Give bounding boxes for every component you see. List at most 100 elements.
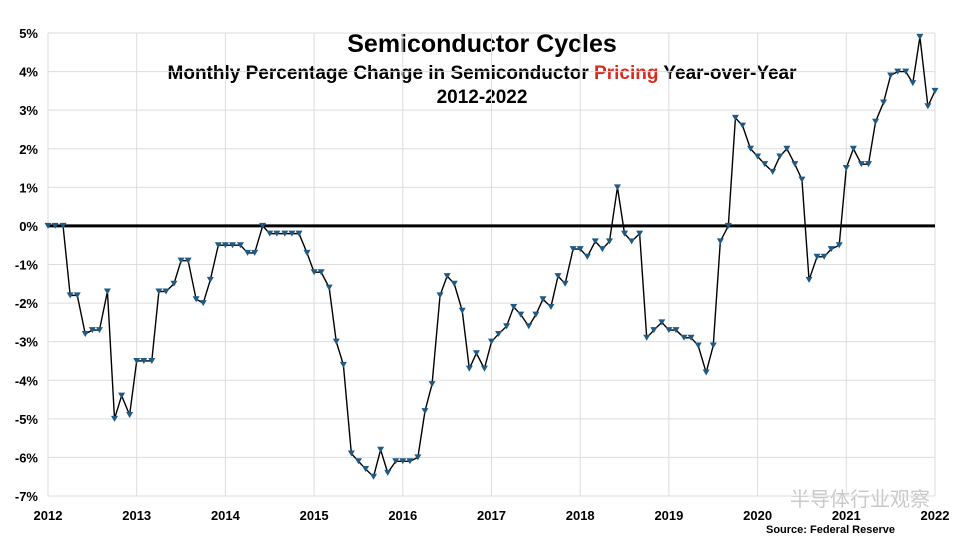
point-marker (687, 334, 695, 341)
point-marker (849, 145, 857, 152)
point-marker (339, 361, 347, 368)
point-marker (221, 242, 229, 249)
point-marker (621, 230, 629, 237)
chart-period: 2012-2022 (437, 87, 528, 108)
x-tick-label: 2017 (477, 508, 506, 523)
point-marker (931, 87, 939, 94)
subtitle-part: Year-over-Year (658, 63, 797, 84)
point-marker (747, 145, 755, 152)
point-marker (118, 392, 126, 399)
x-tick-label: 2020 (743, 508, 772, 523)
point-marker (754, 153, 762, 160)
point-marker (51, 222, 59, 229)
point-marker (539, 296, 547, 303)
point-marker (628, 238, 636, 245)
point-marker (347, 450, 355, 457)
point-marker (370, 473, 378, 480)
point-marker (236, 242, 244, 249)
y-tick-label: 4% (19, 65, 38, 80)
point-marker (532, 311, 540, 318)
point-marker (887, 72, 895, 79)
point-marker (576, 246, 584, 253)
point-marker (317, 269, 325, 276)
point-marker (554, 273, 562, 280)
point-marker (259, 222, 267, 229)
point-marker (916, 33, 924, 40)
point-marker (488, 338, 495, 345)
point-marker (443, 273, 451, 280)
point-marker (214, 242, 222, 249)
point-marker (148, 357, 156, 364)
point-marker (436, 292, 444, 299)
point-marker (569, 246, 577, 253)
point-marker (126, 411, 134, 418)
y-tick-label: -1% (15, 258, 39, 273)
point-marker (199, 300, 207, 307)
point-marker (192, 296, 200, 303)
point-marker (761, 161, 769, 168)
source: Source: Federal Reserve (766, 524, 895, 536)
point-marker (643, 334, 651, 341)
point-marker (288, 230, 296, 237)
y-tick-label: -3% (15, 335, 39, 350)
point-marker (547, 303, 555, 310)
y-tick-label: 5% (19, 26, 38, 41)
point-marker (731, 114, 739, 121)
point-marker (583, 253, 591, 260)
point-marker (406, 458, 414, 465)
point-marker (177, 257, 185, 264)
point-marker (658, 319, 666, 326)
point-marker (769, 168, 777, 175)
chart-title: Semiconductor Cycles (347, 30, 617, 58)
x-tick-label: 2021 (832, 508, 861, 523)
point-marker (184, 257, 192, 264)
point-marker (155, 288, 163, 295)
point-marker (472, 350, 480, 357)
point-marker (724, 222, 732, 229)
point-marker (561, 280, 569, 287)
point-marker (244, 249, 252, 256)
x-tick-label: 2019 (654, 508, 683, 523)
y-tick-label: -6% (15, 450, 39, 465)
point-marker (399, 458, 407, 465)
point-marker (66, 292, 74, 299)
y-tick-label: 0% (19, 219, 38, 234)
point-marker (864, 161, 872, 168)
point-marker (266, 230, 274, 237)
point-marker (273, 230, 281, 237)
y-tick-label: 1% (19, 180, 38, 195)
x-tick-label: 2014 (211, 508, 241, 523)
point-marker (95, 327, 103, 334)
point-marker (421, 408, 429, 415)
watermark: 半导体行业观察 (790, 488, 930, 511)
point-marker (591, 238, 599, 245)
point-marker (783, 145, 791, 152)
point-marker (414, 454, 422, 461)
point-marker (88, 327, 96, 334)
point-marker (495, 330, 503, 337)
point-marker (880, 99, 888, 106)
point-marker (909, 80, 917, 87)
point-marker (702, 369, 710, 376)
point-marker (598, 246, 606, 253)
point-marker (111, 415, 119, 422)
point-marker (303, 249, 311, 256)
point-marker (605, 238, 613, 245)
point-marker (798, 176, 806, 183)
point-marker (59, 222, 67, 229)
point-marker (694, 342, 702, 349)
point-marker (857, 161, 865, 168)
point-marker (428, 381, 436, 388)
point-marker (384, 469, 392, 476)
point-marker (739, 122, 747, 129)
point-marker (392, 458, 400, 465)
point-marker (332, 338, 340, 345)
point-marker (44, 222, 52, 229)
point-marker (377, 446, 385, 453)
point-marker (680, 334, 688, 341)
point-marker (805, 276, 813, 283)
point-marker (709, 342, 717, 349)
point-marker (525, 323, 533, 330)
point-marker (827, 246, 835, 253)
